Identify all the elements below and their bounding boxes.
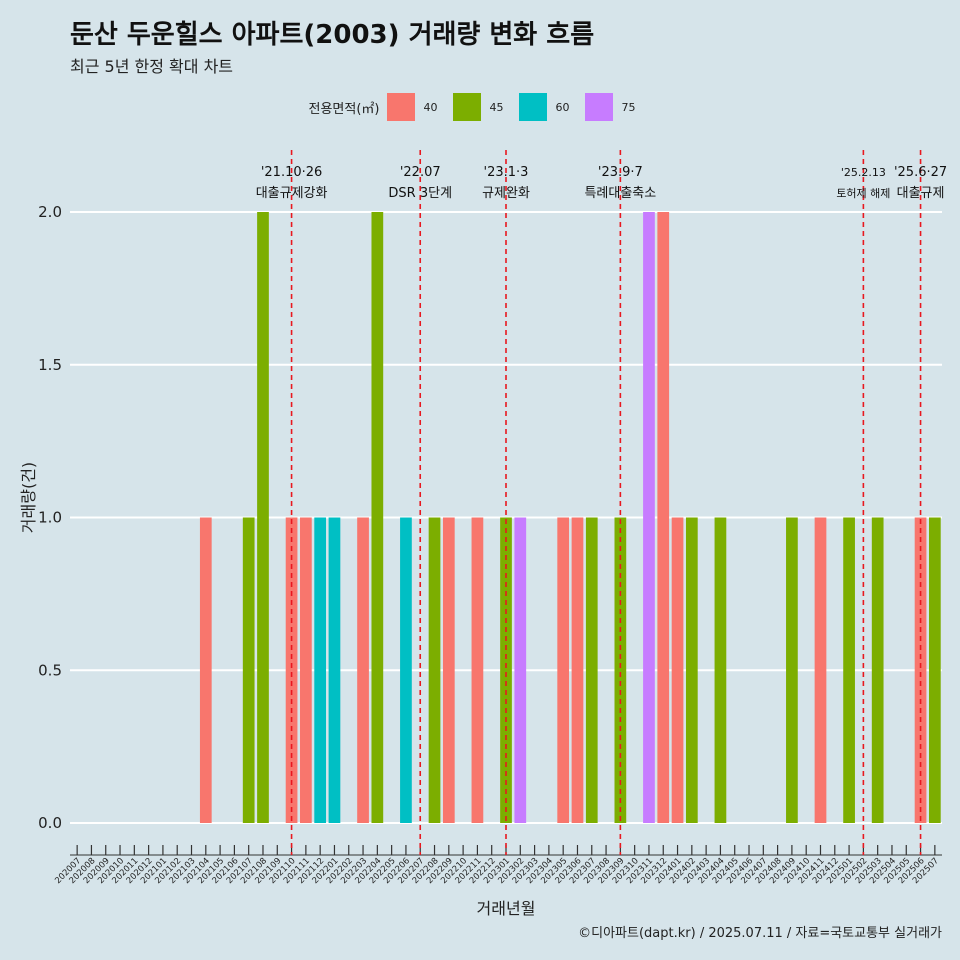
chart-title: 둔산 두운힐스 아파트(2003) 거래량 변화 흐름 (70, 20, 595, 50)
event-date: '23.1·3 (484, 165, 529, 180)
bar-202104-40 (199, 517, 212, 823)
legend-swatch-75 (585, 93, 614, 121)
event-date: '23.9·7 (598, 165, 643, 180)
bar-202404-45 (714, 517, 727, 823)
bar-202503-45 (871, 517, 884, 823)
bar-202401-40 (671, 517, 684, 823)
event-label: 규제완화 (482, 186, 530, 201)
bar-202312-40 (657, 212, 670, 823)
bar-202302-75 (514, 517, 527, 823)
legend-item-60: 60 (519, 93, 575, 121)
bar-202309-45 (614, 517, 627, 823)
bar-202305-40 (557, 517, 570, 823)
event-label: 대출규제 (897, 186, 945, 201)
bar-202208-45 (428, 517, 441, 823)
event-label: 토허제 해제 (836, 186, 890, 200)
bar-202108-45 (257, 212, 269, 823)
bar-202402-45 (685, 517, 698, 823)
bar-202112-60 (314, 517, 327, 823)
y-tick-label: 2.0 (38, 203, 62, 221)
chart-subtitle: 최근 5년 한정 확대 차트 (70, 57, 234, 76)
bar-202507-45 (928, 517, 941, 823)
y-tick-label: 0.5 (38, 661, 62, 679)
bar-202211-40 (471, 517, 484, 823)
event-date: '25.2.13 (841, 166, 886, 179)
bar-202209-40 (442, 517, 455, 823)
bar-202107-45 (242, 517, 255, 823)
event-label: DSR 3단계 (388, 186, 452, 201)
legend-swatch-40 (387, 93, 416, 121)
legend-item-75: 75 (585, 93, 641, 121)
bar-202307-45 (585, 517, 598, 823)
event-label: 특례대출축소 (584, 186, 656, 201)
bar-202110-40 (285, 517, 298, 823)
event-date: '21.10·26 (261, 165, 322, 180)
bar-202206-60 (400, 517, 412, 823)
bar-202204-45 (371, 212, 384, 823)
event-label: 대출규제강화 (256, 186, 328, 201)
bar-202409-45 (786, 517, 798, 823)
event-date: '22.07 (400, 165, 441, 180)
y-tick-label: 0.0 (38, 814, 62, 832)
bar-202501-45 (843, 517, 855, 823)
y-tick-label: 1.5 (38, 356, 62, 374)
legend-item-45: 45 (453, 93, 509, 121)
bar-202301-45 (500, 517, 512, 823)
legend-title: 전용면적(㎡) (308, 101, 380, 117)
event-date: '25.6·27 (894, 165, 947, 180)
legend-swatch-45 (453, 93, 482, 121)
bar-202506-40 (914, 517, 927, 823)
source-caption: ©디아파트(dapt.kr) / 2025.07.11 / 자료=국토교통부 실… (578, 926, 942, 941)
bar-202411-40 (814, 517, 827, 823)
legend: 전용면적(㎡) 40 45 60 75 (0, 92, 960, 122)
bar-202111-40 (300, 517, 312, 823)
bar-202201-60 (328, 517, 341, 823)
bar-202203-40 (357, 517, 369, 823)
legend-label-45: 45 (489, 100, 504, 114)
legend-label-40: 40 (423, 100, 438, 114)
x-axis-title: 거래년월 (477, 899, 536, 918)
legend-item-40: 40 (387, 93, 443, 121)
bar-202311-75 (643, 212, 655, 823)
bar-202306-40 (571, 517, 584, 823)
legend-label-75: 75 (621, 100, 636, 114)
y-axis-title: 거래량(건) (19, 462, 38, 533)
y-tick-label: 1.0 (38, 509, 62, 527)
legend-swatch-60 (519, 93, 548, 121)
legend-label-60: 60 (555, 100, 570, 114)
